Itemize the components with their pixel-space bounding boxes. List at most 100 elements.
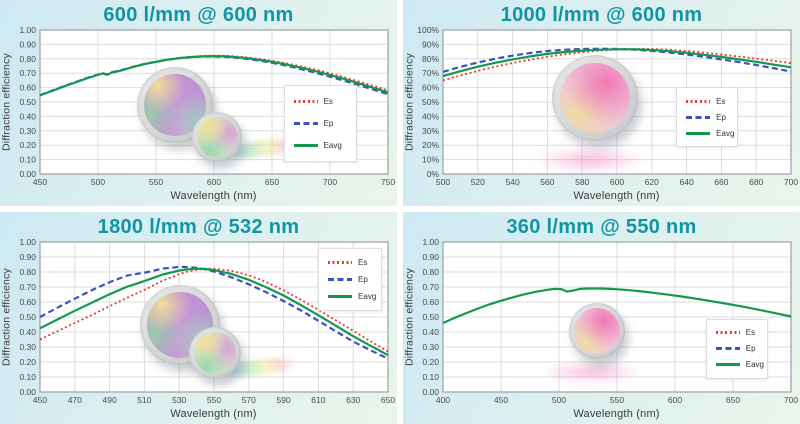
legend-label-eavg: Eavg xyxy=(358,292,377,301)
legend-item-es: Es xyxy=(715,328,758,337)
svg-text:0.90: 0.90 xyxy=(19,252,36,262)
legend-item-ep: Ep xyxy=(686,113,728,122)
chart-plot-area: 0.00 0.10 0.20 0.30 0.40 0.50 0.60 0.70 0.80 0.90… xyxy=(0,238,397,408)
svg-text:680: 680 xyxy=(749,177,763,187)
pink-glow xyxy=(542,361,642,383)
svg-text:660: 660 xyxy=(714,177,728,187)
svg-text:0.90: 0.90 xyxy=(422,252,439,262)
chart-title: 1800 l/mm @ 532 nm xyxy=(97,216,300,238)
svg-text:580: 580 xyxy=(575,177,589,187)
grating-photo xyxy=(569,303,625,359)
legend-swatch-eavg xyxy=(293,143,318,147)
svg-text:0.20: 0.20 xyxy=(19,140,36,150)
svg-text:20%: 20% xyxy=(422,140,439,150)
svg-text:0.40: 0.40 xyxy=(422,327,439,337)
legend-label-es: Es xyxy=(323,97,333,107)
svg-text:600: 600 xyxy=(207,177,221,187)
grating-photo xyxy=(552,55,638,141)
svg-text:0.30: 0.30 xyxy=(422,342,439,352)
y-axis-label: Diffraction efficiency xyxy=(403,268,416,366)
legend-label-ep: Ep xyxy=(745,344,756,353)
svg-text:550: 550 xyxy=(149,177,163,187)
svg-text:640: 640 xyxy=(680,177,694,187)
series-eavg xyxy=(39,55,389,97)
legend-label-es: Es xyxy=(716,96,726,106)
chart-panel-360lmm: 360 l/mm @ 550 nm 0.00 0.10 0.20 0.30 0.40 0.… xyxy=(403,212,800,424)
legend-item-es: Es xyxy=(686,97,728,106)
legend: Es Ep Eavg xyxy=(705,318,768,379)
svg-text:30%: 30% xyxy=(422,126,439,136)
svg-text:550: 550 xyxy=(207,395,221,405)
svg-text:0.60: 0.60 xyxy=(19,83,36,93)
svg-text:700: 700 xyxy=(784,177,798,187)
svg-text:560: 560 xyxy=(540,177,554,187)
svg-text:0.30: 0.30 xyxy=(19,342,36,352)
legend-label-ep: Ep xyxy=(323,119,334,129)
legend-label-ep: Ep xyxy=(716,112,726,122)
svg-text:550: 550 xyxy=(610,395,624,405)
svg-text:490: 490 xyxy=(103,395,117,405)
svg-text:0.70: 0.70 xyxy=(19,68,36,78)
chart-panel-1800lmm: 1800 l/mm @ 532 nm 0.00 0.10 0.20 0.30 0.40 0… xyxy=(0,212,397,424)
legend-label-eavg: Eavg xyxy=(323,140,342,150)
svg-text:0.70: 0.70 xyxy=(422,282,439,292)
svg-text:0.50: 0.50 xyxy=(422,312,439,322)
legend-swatch-ep xyxy=(686,115,711,119)
svg-text:0.00: 0.00 xyxy=(19,169,36,179)
chart-title: 360 l/mm @ 550 nm xyxy=(506,216,697,238)
svg-text:40%: 40% xyxy=(422,111,439,121)
x-axis-label: Wavelength (nm) xyxy=(170,190,257,202)
legend-item-eavg: Eavg xyxy=(328,292,376,301)
svg-text:0.10: 0.10 xyxy=(19,372,36,382)
svg-text:450: 450 xyxy=(494,395,508,405)
svg-text:590: 590 xyxy=(277,395,291,405)
grating-small-photo xyxy=(192,112,242,162)
series-es xyxy=(442,48,792,82)
svg-text:400: 400 xyxy=(436,395,450,405)
svg-text:540: 540 xyxy=(506,177,520,187)
legend: Es Ep Eavg xyxy=(318,248,383,311)
svg-text:700: 700 xyxy=(323,177,337,187)
svg-text:1.00: 1.00 xyxy=(422,238,439,247)
svg-text:0.90: 0.90 xyxy=(19,39,36,49)
legend-swatch-eavg xyxy=(686,131,711,135)
legend-label-eavg: Eavg xyxy=(745,360,764,369)
svg-text:80%: 80% xyxy=(422,54,439,64)
svg-text:0.30: 0.30 xyxy=(19,126,36,136)
y-axis-label: Diffraction efficiency xyxy=(0,53,13,151)
svg-text:0.40: 0.40 xyxy=(19,327,36,337)
svg-text:650: 650 xyxy=(726,395,740,405)
svg-text:0.70: 0.70 xyxy=(19,282,36,292)
legend-item-eavg: Eavg xyxy=(293,140,347,150)
x-axis-label: Wavelength (nm) xyxy=(573,408,660,420)
legend-label-eavg: Eavg xyxy=(716,128,735,138)
svg-text:0%: 0% xyxy=(427,169,440,179)
svg-text:500: 500 xyxy=(552,395,566,405)
svg-text:0.80: 0.80 xyxy=(422,267,439,277)
svg-text:0.20: 0.20 xyxy=(19,357,36,367)
svg-text:0.00: 0.00 xyxy=(422,387,439,397)
svg-text:500: 500 xyxy=(91,177,105,187)
svg-text:650: 650 xyxy=(265,177,279,187)
legend-label-ep: Ep xyxy=(358,275,368,284)
legend-swatch-es xyxy=(686,99,711,103)
svg-text:0.80: 0.80 xyxy=(19,267,36,277)
svg-text:500: 500 xyxy=(436,177,450,187)
svg-text:450: 450 xyxy=(33,395,47,405)
y-axis-label: Diffraction efficiency xyxy=(403,53,416,151)
svg-text:600: 600 xyxy=(668,395,682,405)
legend-swatch-es xyxy=(293,100,318,104)
legend-label-es: Es xyxy=(358,258,368,267)
legend-item-ep: Ep xyxy=(293,119,347,129)
svg-text:1.00: 1.00 xyxy=(19,238,36,247)
svg-text:0.60: 0.60 xyxy=(422,297,439,307)
legend-swatch-es xyxy=(715,331,740,334)
svg-text:1.00: 1.00 xyxy=(19,26,36,35)
chart-plot-area: 0% 10% 20% 30% 40% 50% 60% 70% 80% 90% 100% 500 520 5… xyxy=(403,26,800,190)
svg-text:0.40: 0.40 xyxy=(19,111,36,121)
svg-text:0.50: 0.50 xyxy=(19,97,36,107)
svg-text:50%: 50% xyxy=(422,97,439,107)
legend-swatch-eavg xyxy=(328,295,353,298)
svg-text:0.80: 0.80 xyxy=(19,54,36,64)
